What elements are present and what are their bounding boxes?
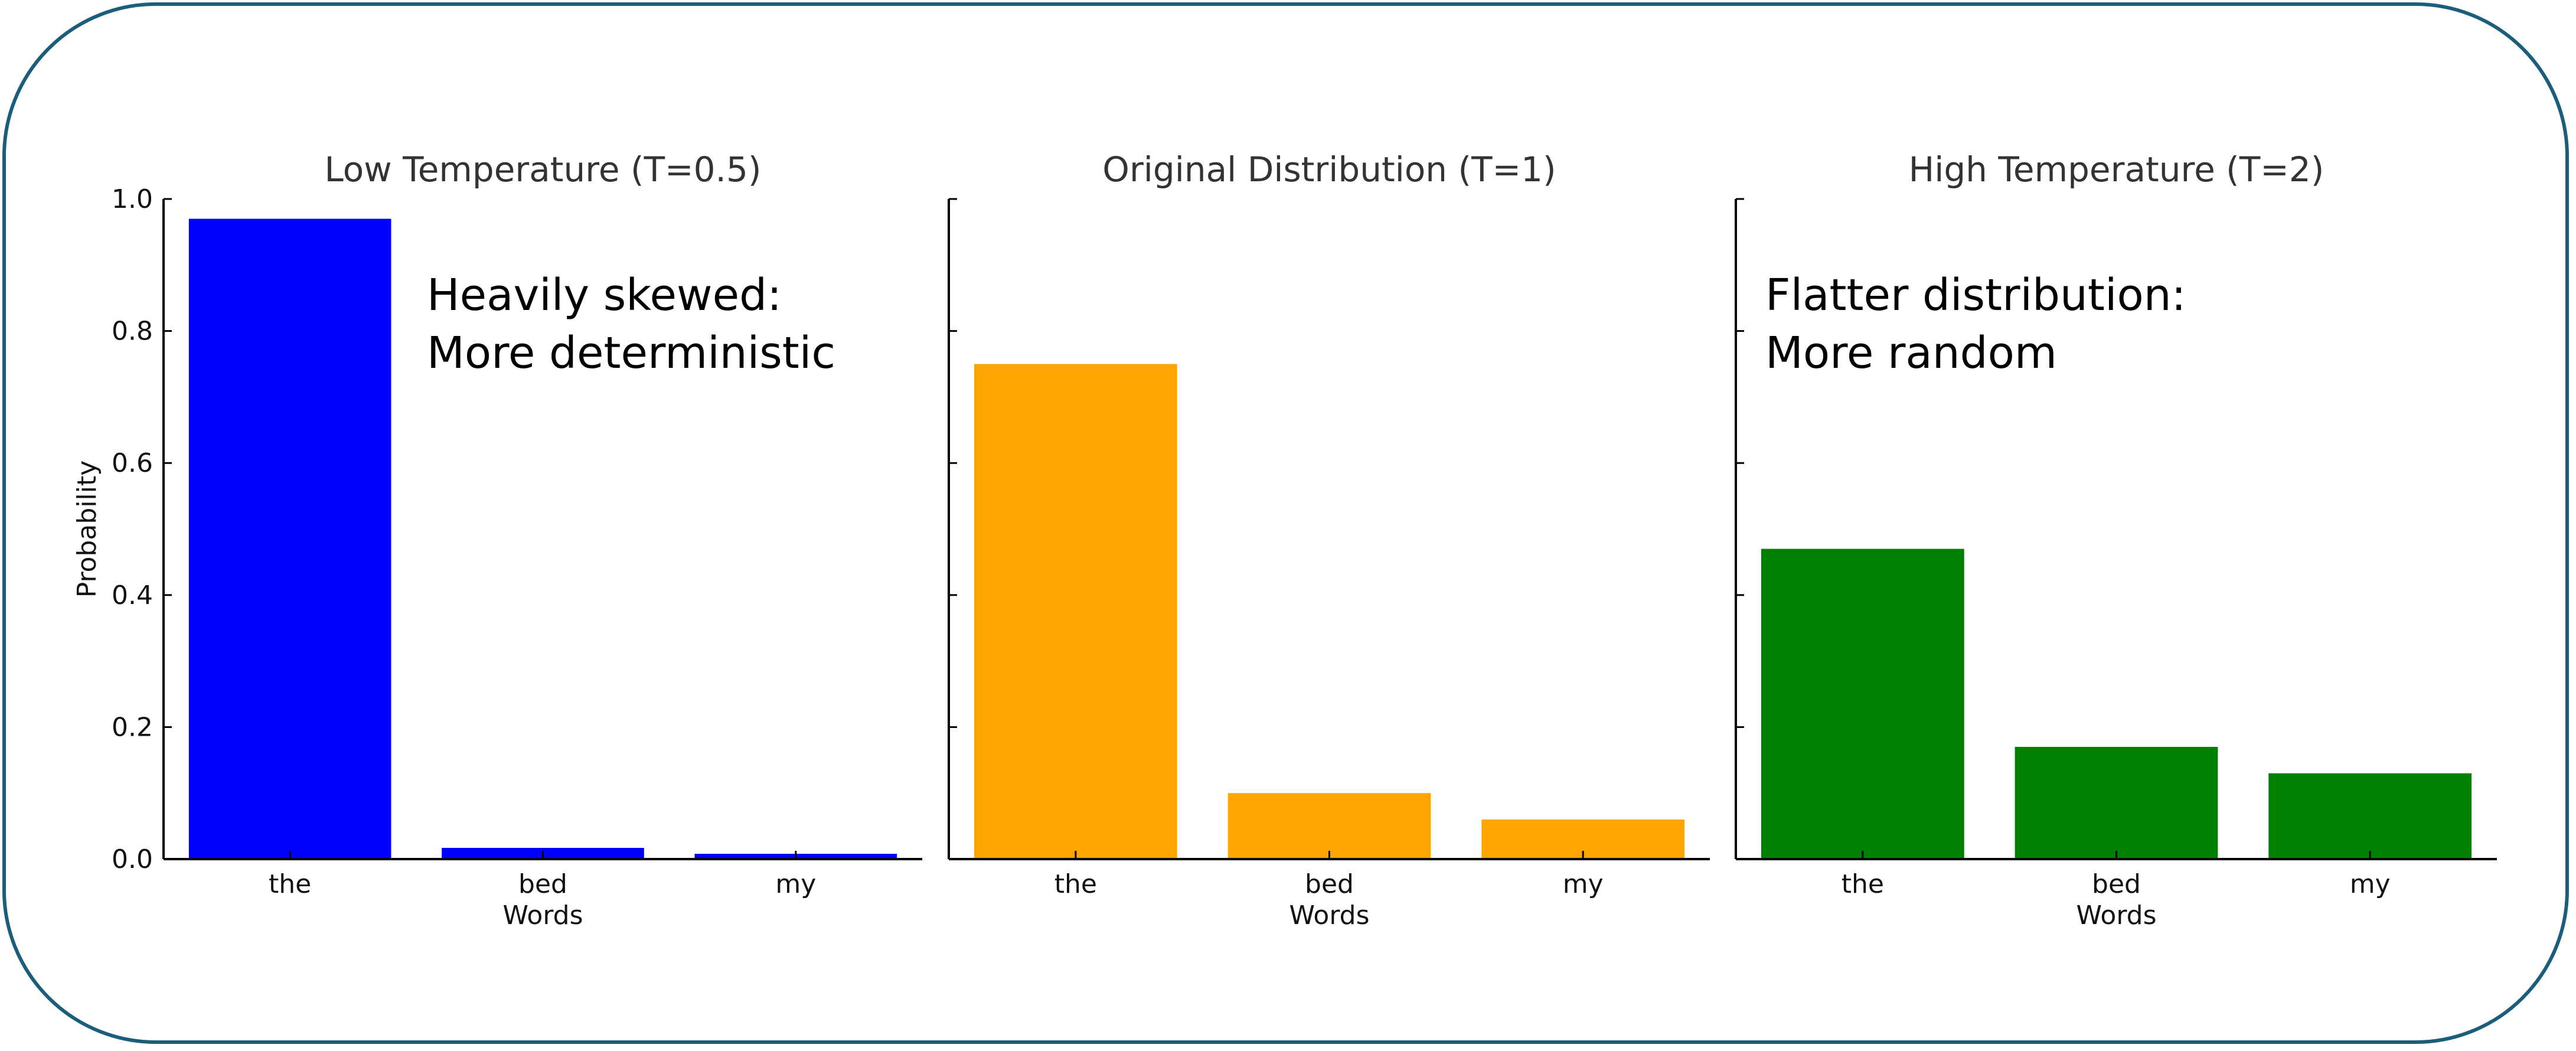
annotation-3-line-1: Flatter distribution: — [1765, 270, 2186, 321]
annotation-3-line-2: More random — [1765, 328, 2057, 378]
y-tick-label-0: 0.0 — [112, 844, 153, 874]
panel-title-1: Low Temperature (T=0.5) — [324, 149, 761, 190]
x-tick-label-3-1: the — [1842, 869, 1884, 899]
x-tick-label-3-2: bed — [2092, 869, 2141, 899]
x-tick-label-1-3: my — [775, 869, 816, 899]
x-tick-label-2-3: my — [1563, 869, 1604, 899]
panel-title-3: High Temperature (T=2) — [1909, 149, 2324, 190]
bar-3-bed — [2015, 746, 2218, 859]
x-tick-label-1-2: bed — [518, 869, 567, 899]
y-tick-label-3: 0.6 — [112, 448, 153, 478]
bar-3-the — [1761, 549, 1964, 859]
y-tick-label-2: 0.4 — [112, 580, 153, 611]
panel-title-2: Original Distribution (T=1) — [1102, 149, 1556, 190]
x-tick-label-2-1: the — [1054, 869, 1097, 899]
bar-2-the — [974, 364, 1177, 859]
annotation-1-line-1: Heavily skewed: — [427, 270, 782, 321]
x-axis-label-3: Words — [2076, 900, 2156, 931]
x-axis-label-2: Words — [1289, 900, 1369, 931]
bar-3-my — [2268, 773, 2472, 859]
x-axis-label-1: Words — [502, 900, 583, 931]
bar-2-bed — [1227, 793, 1431, 859]
bar-1-the — [188, 218, 391, 859]
y-axis-label: Probability — [72, 461, 102, 598]
annotation-1-line-2: More deterministic — [427, 328, 835, 378]
y-tick-label-4: 0.8 — [112, 316, 153, 347]
x-tick-label-3-3: my — [2350, 869, 2391, 899]
y-tick-label-1: 0.2 — [112, 712, 153, 742]
x-tick-label-1-1: the — [269, 869, 311, 899]
y-tick-label-5: 1.0 — [112, 184, 153, 214]
x-tick-label-2-2: bed — [1305, 869, 1354, 899]
